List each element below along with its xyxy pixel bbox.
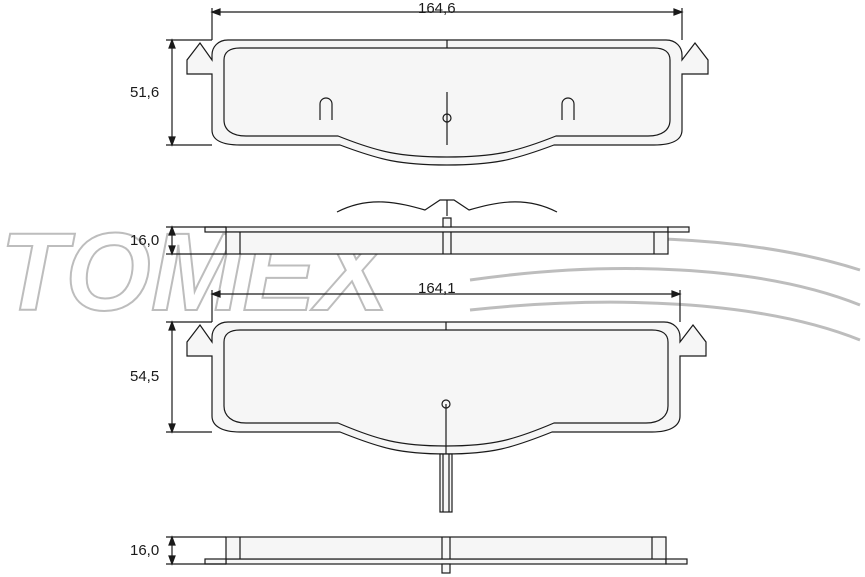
spring-clip	[337, 200, 557, 216]
label-top-height: 51,6	[130, 84, 159, 101]
pad-bottom-front	[187, 322, 706, 512]
label-top-width: 164,6	[418, 0, 456, 17]
label-bottom-height: 54,5	[130, 368, 159, 385]
label-bottom-thickness: 16,0	[130, 542, 159, 559]
label-bottom-width: 164,1	[418, 280, 456, 297]
pad-top-front	[187, 40, 708, 165]
pad-bottom-side	[205, 537, 687, 573]
pad-top-side	[205, 218, 689, 254]
label-top-thickness: 16,0	[130, 232, 159, 249]
